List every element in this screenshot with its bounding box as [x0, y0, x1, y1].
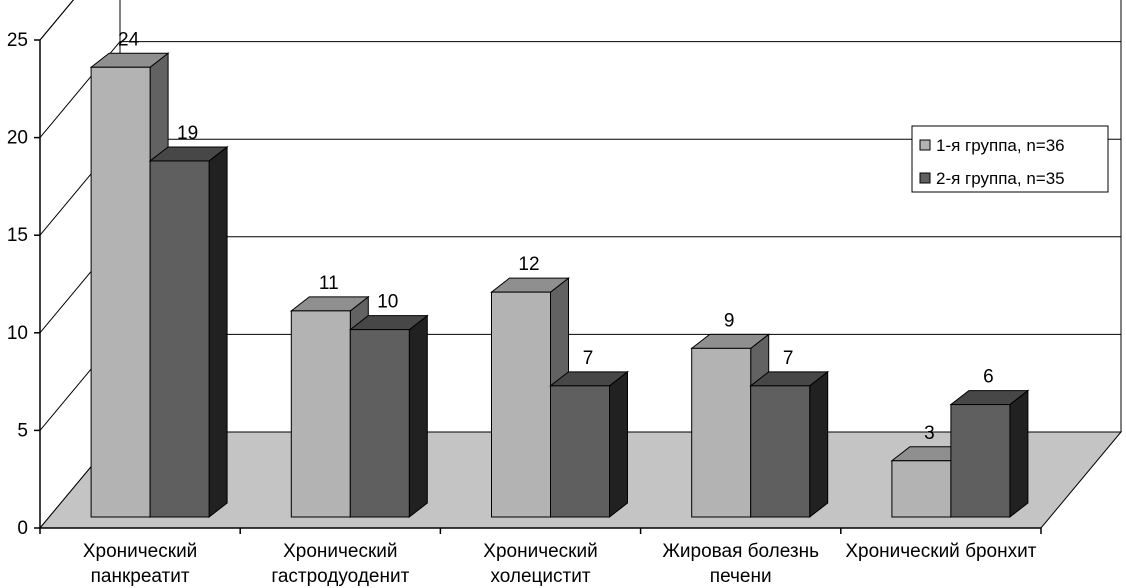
- bar-s2-c2: [348, 314, 429, 519]
- legend-swatch-series-1: [919, 139, 931, 151]
- data-label: 19: [177, 123, 198, 144]
- bar-side: [609, 370, 628, 519]
- data-label: 7: [583, 348, 594, 369]
- data-label: 12: [518, 254, 539, 275]
- legend-swatch-series-2: [919, 172, 931, 184]
- x-tick-label: Хронический бронхит: [845, 541, 1036, 562]
- bar-side: [1009, 389, 1029, 519]
- bar-side: [208, 145, 228, 519]
- bar-s2-c1: [148, 145, 229, 519]
- legend: 1-я группа, n=36 2-я группа, n=35: [911, 125, 1109, 193]
- data-label: 6: [983, 367, 994, 388]
- y-tick-label: 5: [17, 420, 28, 441]
- bar-front: [550, 385, 610, 518]
- bar-side: [408, 314, 428, 519]
- bar-front: [349, 329, 410, 518]
- y-tick-label: 25: [7, 30, 28, 51]
- bar-front: [290, 310, 351, 518]
- bar-s2-c4: [749, 370, 830, 519]
- bar-front: [950, 404, 1011, 518]
- bar-front: [149, 160, 210, 518]
- back-wall: [119, 0, 1122, 433]
- bar-side: [809, 370, 829, 519]
- x-tick-label: Хронический гастродуоденит: [271, 541, 409, 587]
- data-label: 24: [118, 29, 140, 50]
- legend-label-series-1: 1-я группа, n=36: [936, 136, 1065, 155]
- y-axis: 0 5 10 15 20 25: [7, 30, 41, 539]
- y-tick-label: 0: [17, 518, 28, 539]
- legend-box: [911, 125, 1109, 193]
- x-tick-label: Хронический панкреатит: [83, 541, 197, 587]
- bars: [89, 52, 1030, 519]
- data-labels: 24 11 12 9 3 19 10 7 7 6: [118, 29, 994, 444]
- bar-front: [491, 291, 551, 518]
- data-label: 11: [319, 273, 339, 294]
- data-label: 10: [377, 292, 398, 313]
- gridline-side: [39, 0, 74, 41]
- data-label: 7: [783, 348, 794, 369]
- bar-s2-c5: [949, 389, 1030, 519]
- y-tick-label: 15: [7, 225, 28, 246]
- bar-s2-c3: [549, 370, 629, 519]
- data-label: 9: [724, 310, 735, 331]
- bar-front: [90, 66, 151, 518]
- x-axis: Хронический панкреатит Хронический гастроду…: [39, 527, 1042, 587]
- data-label: 3: [924, 423, 935, 444]
- bar-front: [691, 347, 752, 518]
- y-tick-label: 10: [7, 323, 28, 344]
- bar-front: [891, 460, 952, 518]
- bar-front: [750, 385, 811, 518]
- y-tick-label: 20: [7, 128, 28, 149]
- x-tick-label: Жировая болезнь печени: [662, 541, 819, 587]
- legend-label-series-2: 2-я группа, n=35: [936, 169, 1065, 188]
- x-tick-label: Хронический холецистит: [483, 541, 597, 587]
